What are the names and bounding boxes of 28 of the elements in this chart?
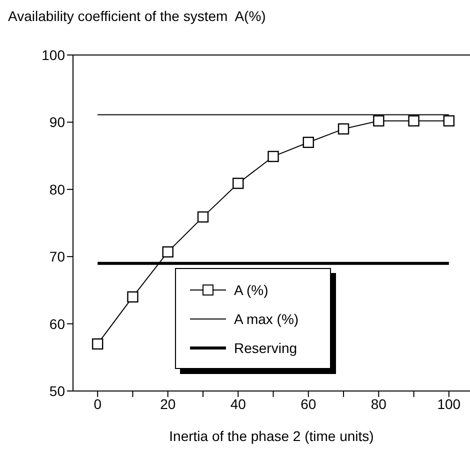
point xyxy=(162,246,174,258)
legend-label: A max (%) xyxy=(234,310,299,326)
point xyxy=(268,150,279,162)
y-tick-label: 60 xyxy=(49,316,66,332)
legend-label: Reserving xyxy=(234,340,298,356)
x-axis-title: Inertia of the phase 2 (time units) xyxy=(169,428,374,444)
y-tick-label: 100 xyxy=(42,46,66,63)
x-tick-label: 40 xyxy=(230,396,246,412)
y-tick-label: 90 xyxy=(49,114,66,130)
x-tick-label: 0 xyxy=(94,396,102,412)
point xyxy=(232,178,244,189)
point xyxy=(92,338,104,350)
y-tick-label: 80 xyxy=(49,181,66,198)
x-tick-label: 60 xyxy=(300,396,316,412)
y-tick-label: 50 xyxy=(49,382,66,399)
point xyxy=(197,211,209,223)
point xyxy=(373,115,384,126)
y-tick-label: 70 xyxy=(49,248,66,265)
legend-label: A (%) xyxy=(234,282,268,298)
point xyxy=(302,136,314,148)
point xyxy=(408,115,420,126)
x-tick-label: 80 xyxy=(370,396,387,412)
x-tick-label: 20 xyxy=(160,396,176,412)
point xyxy=(443,115,455,126)
point xyxy=(338,123,350,135)
point xyxy=(127,291,138,303)
chart-title: Availability coefficient of the system A(%) xyxy=(8,8,266,24)
x-tick-label: 100 xyxy=(437,396,461,412)
